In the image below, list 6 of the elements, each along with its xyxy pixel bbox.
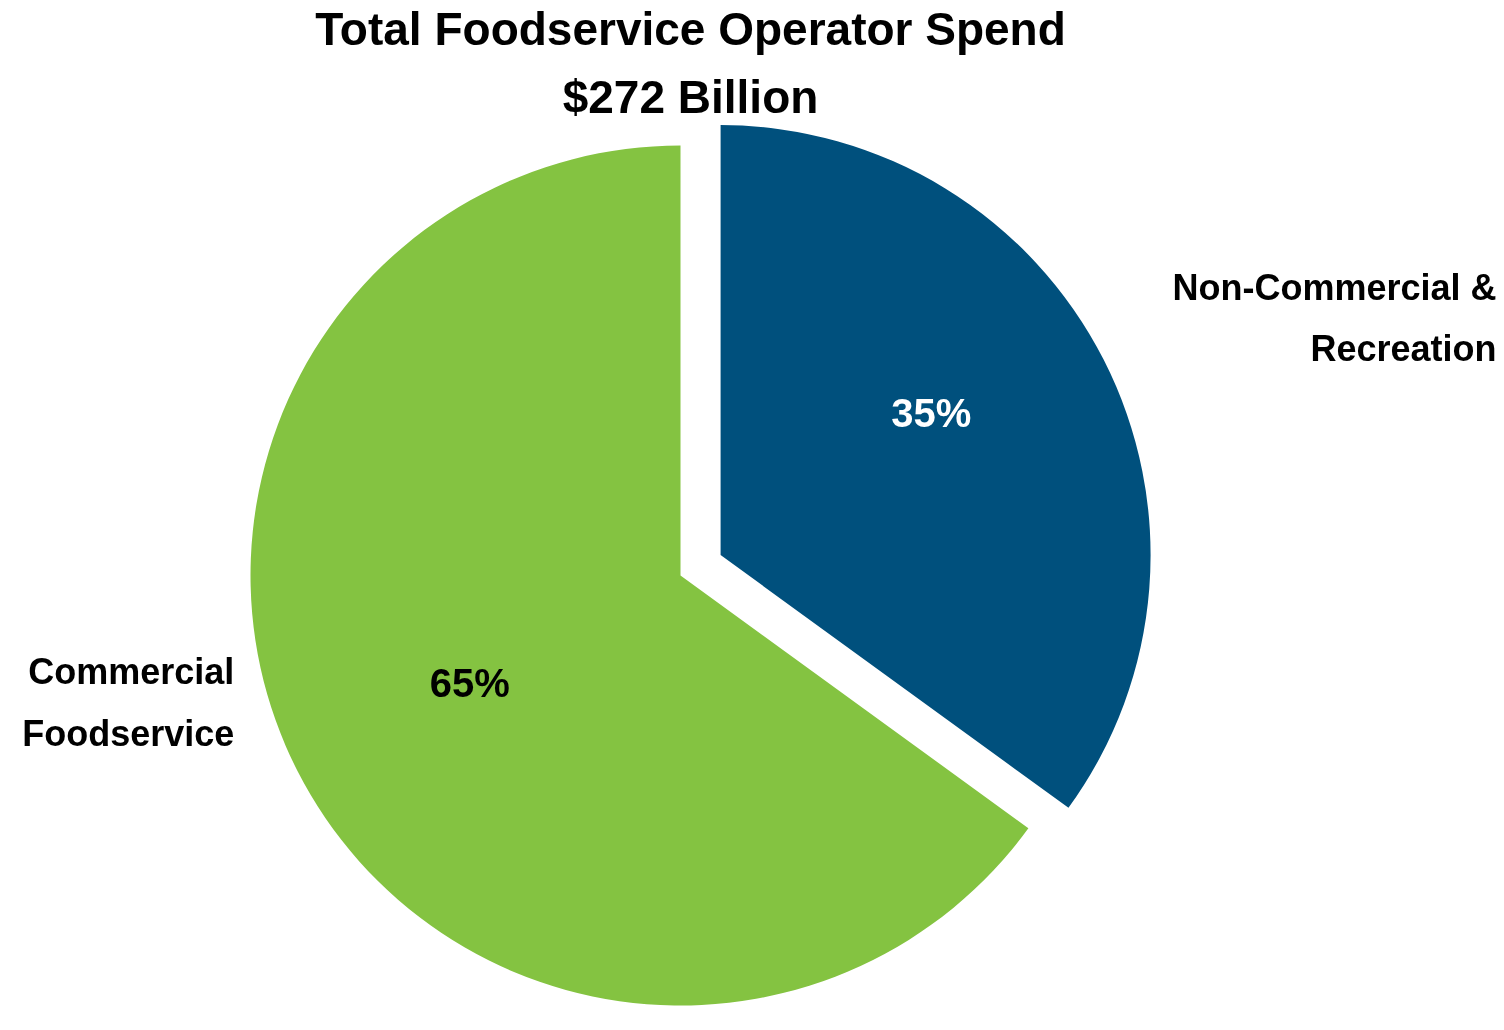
data-label: 35%	[891, 390, 972, 435]
data-label: 65%	[429, 660, 510, 705]
slice-label: Commercial Foodservice	[22, 651, 235, 754]
slice-label: Non-Commercial & Recreation	[1172, 266, 1497, 370]
chart-title: Total Foodservice Operator Spend	[315, 2, 1066, 55]
chart-subtitle: $272 Billion	[562, 70, 819, 123]
